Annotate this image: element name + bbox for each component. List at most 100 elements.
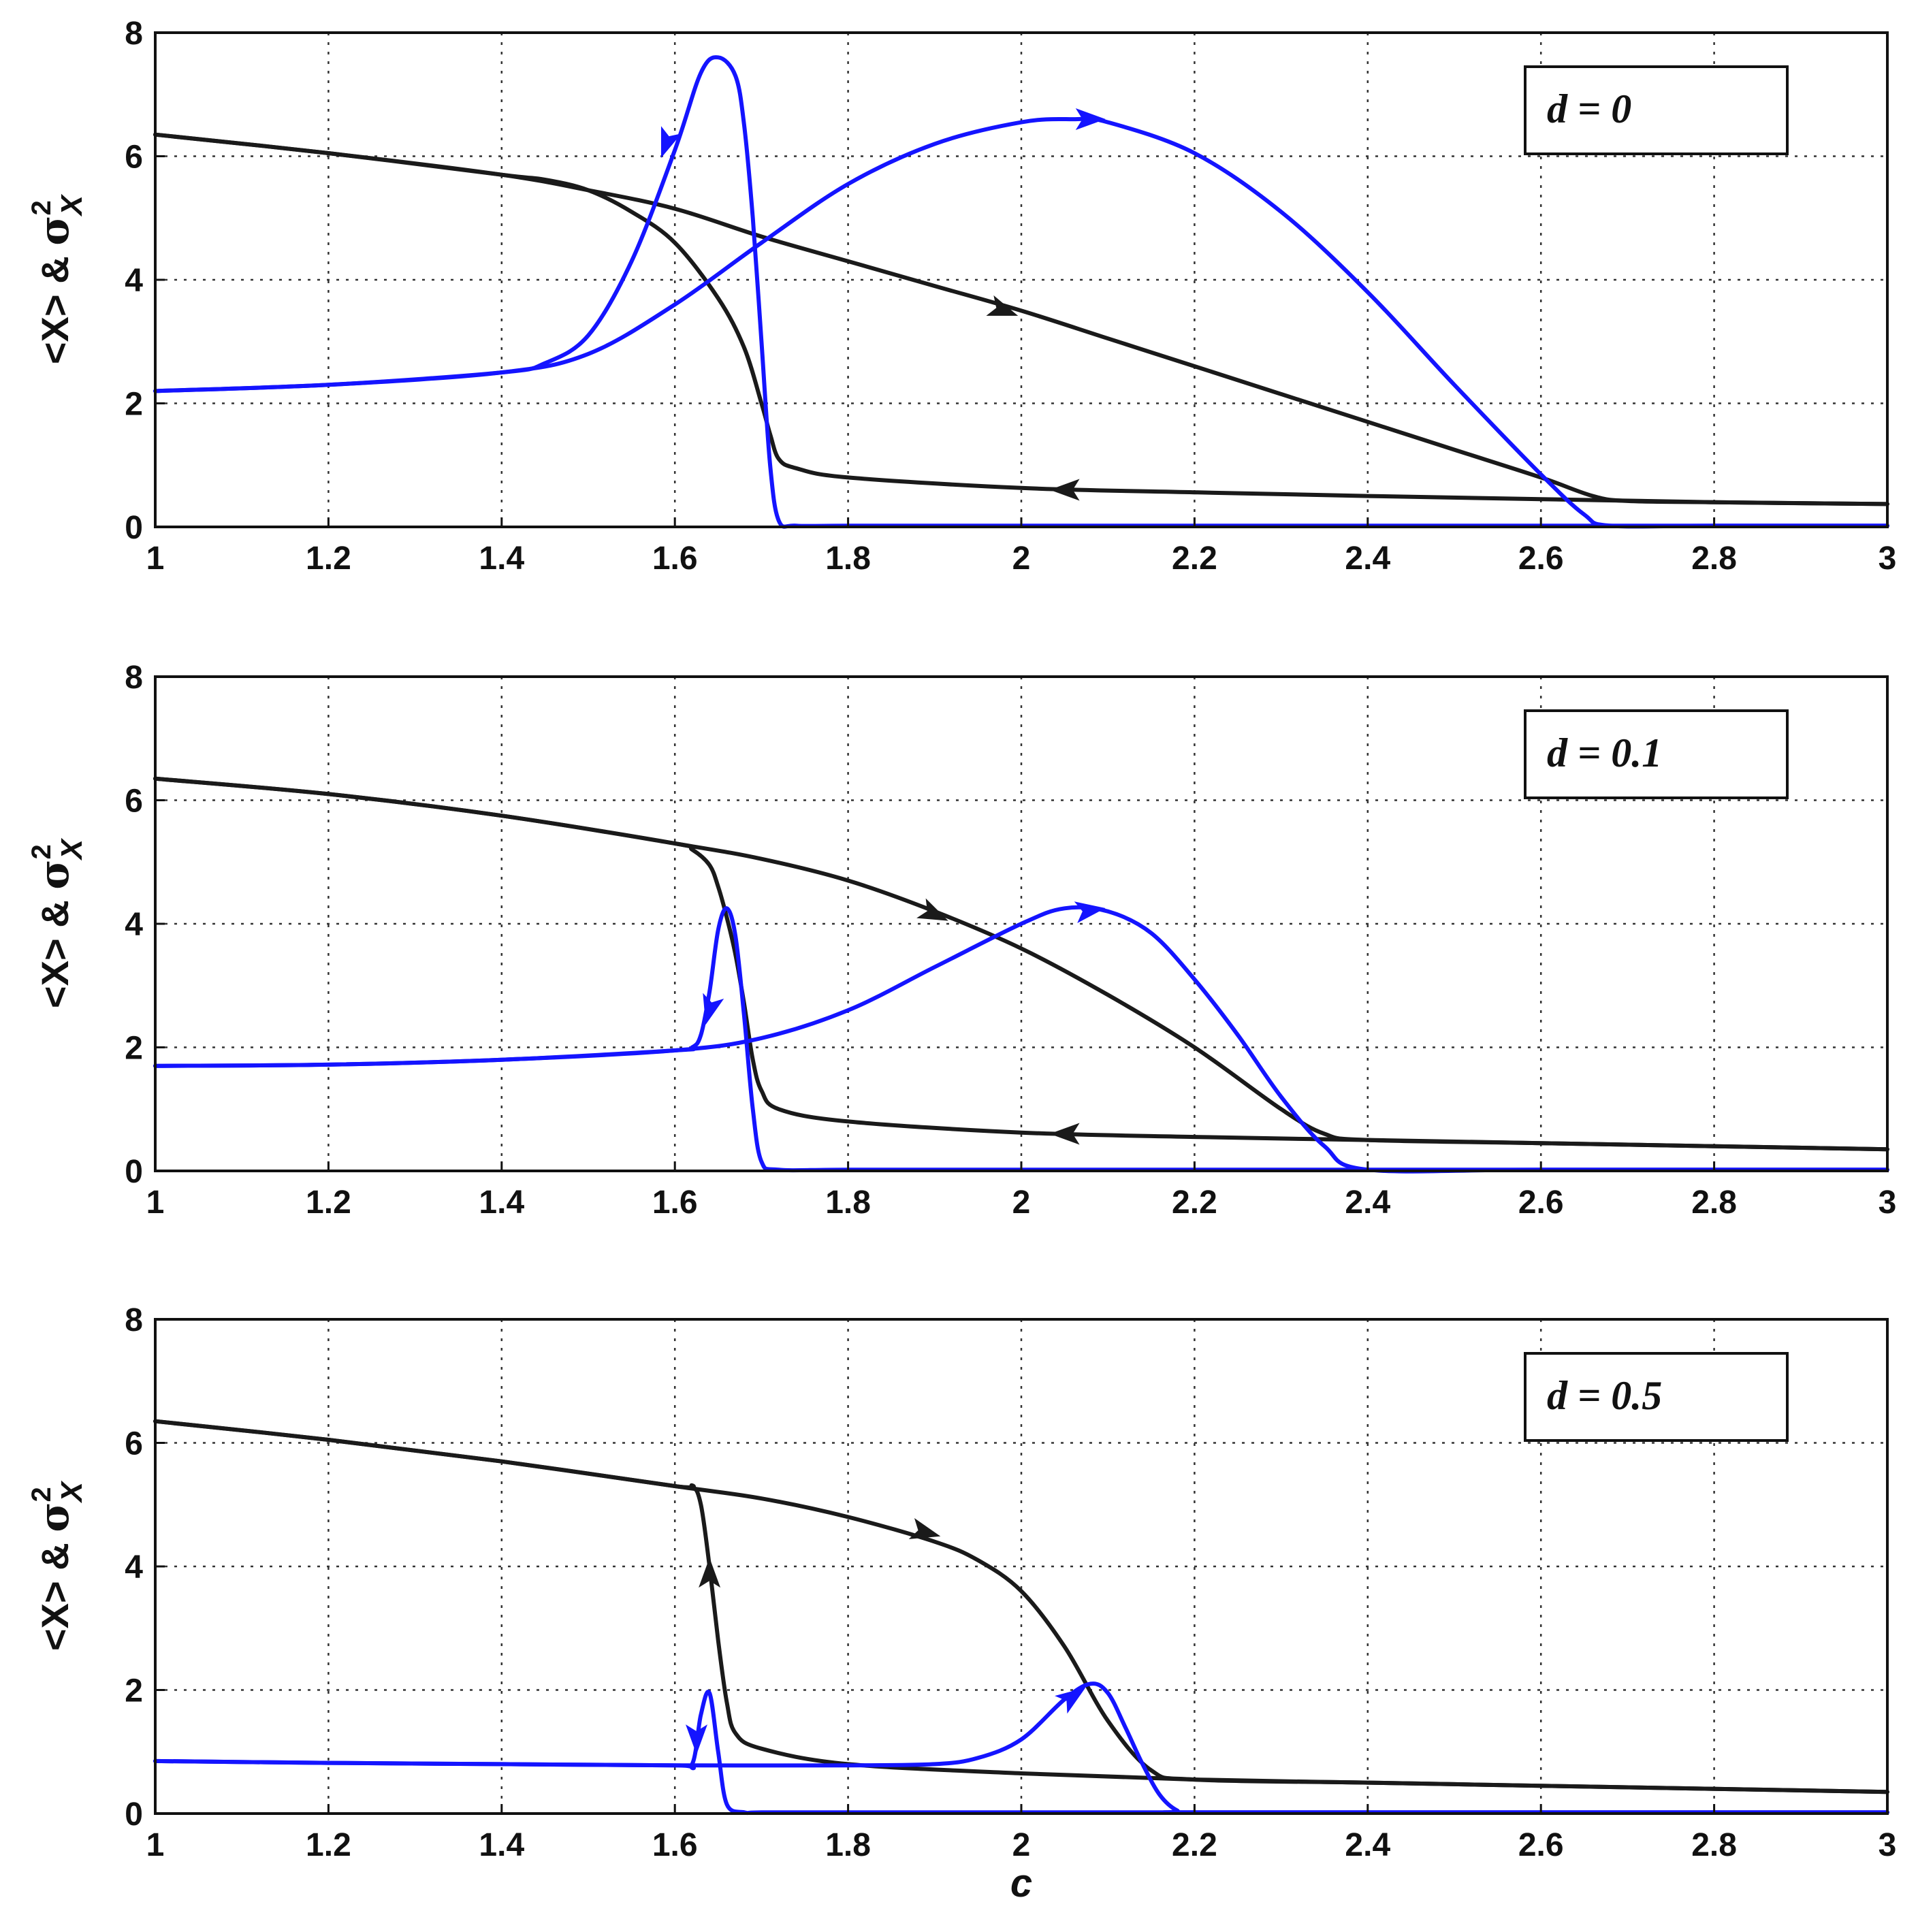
grid-layer — [155, 33, 1887, 527]
panel-2: 1 1.2 1.4 1.6 1.8 2 2.2 2.4 2.6 2.8 3 0 2 4 6 8 d = 0.1… — [27, 660, 1896, 1221]
direction-arrow — [686, 1724, 707, 1755]
x-tick-label: 2.8 — [1691, 1827, 1737, 1863]
y-tick-label: 4 — [125, 907, 143, 943]
tick-layer: 1 1.2 1.4 1.6 1.8 2 2.2 2.4 2.6 2.8 3 0 2 4 6 8 — [125, 1302, 1896, 1863]
series-line-2 — [153, 132, 1889, 506]
x-tick-label: 1.2 — [306, 1185, 351, 1221]
x-tick-label: 1 — [146, 541, 165, 577]
series-layer — [153, 776, 1889, 1174]
x-tick-label: 1.2 — [306, 541, 351, 577]
y-axis-label: <X> & σ2X — [27, 193, 89, 364]
direction-arrow — [1074, 901, 1106, 923]
x-tick-label: 2.6 — [1518, 1827, 1564, 1863]
x-tick-label: 3 — [1879, 1827, 1897, 1863]
y-tick-label: 4 — [125, 263, 143, 299]
y-tick-label: 8 — [125, 660, 143, 696]
series-line-3 — [153, 116, 1889, 529]
x-tick-label: 1 — [146, 1827, 165, 1863]
x-tick-label: 2.8 — [1691, 1185, 1737, 1221]
legend-box — [1524, 709, 1789, 799]
x-tick-label: 2.4 — [1345, 1185, 1390, 1221]
direction-arrow — [1049, 479, 1080, 501]
arrow-layer — [660, 108, 1106, 501]
x-tick-label: 2 — [1012, 541, 1031, 577]
x-tick-label: 2.6 — [1518, 1185, 1564, 1221]
grid-layer — [155, 677, 1887, 1171]
y-tick-label: 8 — [125, 1302, 143, 1338]
x-tick-label: 1.8 — [825, 1827, 871, 1863]
legend: d = 0.5 — [1524, 1352, 1789, 1442]
y-axis-label-sup: 2 — [27, 844, 57, 859]
x-tick-label: 2.4 — [1345, 541, 1390, 577]
arrow-layer — [686, 1517, 1086, 1755]
y-axis-label-sup: 2 — [27, 1487, 57, 1502]
series-line-2 — [153, 1419, 1889, 1794]
y-tick-label: 2 — [125, 1031, 143, 1067]
x-tick-label: 3 — [1879, 1185, 1897, 1221]
y-tick-label: 0 — [125, 1154, 143, 1190]
x-tick-label: 2.2 — [1172, 1827, 1217, 1863]
grid-layer — [155, 1319, 1887, 1814]
y-axis-label-text: <X> & — [33, 1532, 76, 1651]
x-tick-label: 1.6 — [652, 1185, 698, 1221]
x-tick-label: 2.2 — [1172, 1185, 1217, 1221]
y-axis-label-symbol: σ — [31, 860, 78, 890]
y-axis-label-symbol: σ — [31, 1502, 78, 1532]
legend-label: d = 0.1 — [1547, 730, 1662, 775]
y-tick-label: 0 — [125, 1797, 143, 1833]
legend-box — [1524, 1352, 1789, 1442]
direction-arrow — [699, 1558, 721, 1588]
y-tick-label: 6 — [125, 140, 143, 176]
x-tick-label: 2 — [1012, 1185, 1031, 1221]
x-tick-label: 2.6 — [1518, 541, 1564, 577]
y-tick-label: 6 — [125, 784, 143, 820]
x-tick-label: 1.4 — [479, 1827, 524, 1863]
direction-arrow — [703, 993, 724, 1025]
tick-layer: 1 1.2 1.4 1.6 1.8 2 2.2 2.4 2.6 2.8 3 0 2 4 6 8 — [125, 660, 1896, 1221]
direction-arrow — [986, 295, 1019, 316]
x-tick-label: 1.6 — [652, 1827, 698, 1863]
legend-box — [1524, 65, 1789, 155]
x-tick-label: 1.8 — [825, 541, 871, 577]
arrow-layer — [703, 898, 1106, 1145]
y-tick-label: 0 — [125, 510, 143, 546]
x-tick-label: 1.4 — [479, 1185, 524, 1221]
series-line-4 — [153, 1690, 1889, 1816]
direction-arrow — [660, 126, 682, 159]
y-tick-label: 8 — [125, 16, 143, 52]
x-tick-label: 2.2 — [1172, 541, 1217, 577]
x-tick-label: 1.8 — [825, 1185, 871, 1221]
y-tick-label: 4 — [125, 1549, 143, 1585]
direction-arrow — [1055, 1687, 1086, 1714]
panel-1: 1 1.2 1.4 1.6 1.8 2 2.2 2.4 2.6 2.8 3 0 2 4 6 8 d = 0 <… — [27, 16, 1896, 577]
x-tick-label: 2.8 — [1691, 541, 1737, 577]
y-axis-label-text: <X> & — [33, 246, 76, 364]
y-axis-label: <X> & σ2X — [27, 837, 89, 1008]
y-tick-label: 2 — [125, 1673, 143, 1709]
tick-layer: 1 1.2 1.4 1.6 1.8 2 2.2 2.4 2.6 2.8 3 0 2 4 6 8 — [125, 16, 1896, 577]
legend-label: d = 0.5 — [1547, 1373, 1662, 1418]
x-tick-label: 3 — [1879, 541, 1897, 577]
y-axis-label: <X> & σ2X — [27, 1480, 89, 1651]
y-tick-label: 6 — [125, 1426, 143, 1462]
x-axis-label: c — [1010, 1861, 1032, 1905]
direction-arrow — [1049, 1123, 1080, 1145]
series-line-2 — [153, 776, 1889, 1152]
panel-3: 1 1.2 1.4 1.6 1.8 2 2.2 2.4 2.6 2.8 3 0 2 4 6 8 d = 0.5… — [27, 1302, 1896, 1905]
x-tick-label: 1.4 — [479, 541, 524, 577]
y-axis-label-sup: 2 — [27, 200, 57, 215]
x-tick-label: 2.4 — [1345, 1827, 1390, 1863]
x-tick-label: 1.6 — [652, 541, 698, 577]
legend: d = 0 — [1524, 65, 1789, 155]
x-tick-label: 2 — [1012, 1827, 1031, 1863]
direction-arrow — [1075, 108, 1106, 131]
x-tick-label: 1.2 — [306, 1827, 351, 1863]
y-axis-label-sub: X — [55, 1480, 89, 1504]
direction-arrow — [916, 898, 948, 921]
legend-label: d = 0 — [1547, 86, 1631, 131]
y-axis-label-symbol: σ — [31, 216, 78, 246]
y-axis-label-sub: X — [55, 193, 89, 217]
y-axis-label-text: <X> & — [33, 890, 76, 1008]
y-axis-label-sub: X — [55, 837, 89, 861]
